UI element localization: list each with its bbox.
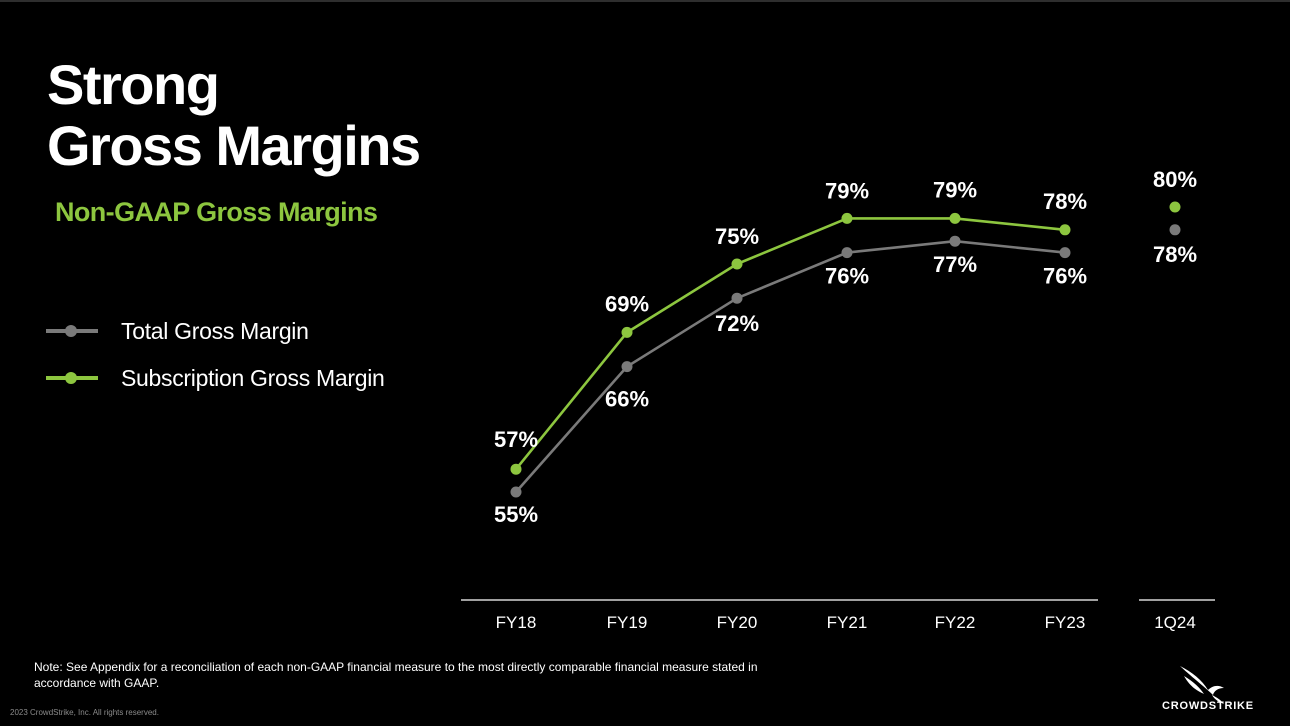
x-tick-label: 1Q24: [1154, 613, 1196, 632]
data-label-total: 76%: [825, 264, 869, 289]
x-tick-label: FY23: [1045, 613, 1086, 632]
series-line-total: [515, 239, 1066, 493]
data-point-total: [621, 361, 633, 373]
data-label-subscription: 57%: [494, 427, 538, 452]
data-label-subscription: 69%: [605, 291, 649, 316]
data-label-subscription: 79%: [825, 178, 869, 203]
data-label-total: 77%: [933, 252, 977, 277]
data-point-total: [1059, 247, 1071, 259]
slide-title: Strong Gross Margins: [47, 54, 507, 176]
copyright-text: 2023 CrowdStrike, Inc. All rights reserv…: [10, 708, 159, 717]
data-label-total: 72%: [715, 311, 759, 336]
data-point-subscription: [510, 463, 522, 475]
x-tick-label: FY22: [935, 613, 976, 632]
data-point-total: [731, 292, 743, 304]
series-line-subscription: [514, 217, 1066, 471]
legend-dot-total: [65, 325, 77, 337]
data-point-subscription: [841, 212, 853, 224]
data-label-total: 55%: [494, 502, 538, 527]
legend-swatch-subscription: [46, 371, 98, 385]
data-label-total: 78%: [1153, 242, 1197, 267]
data-label-subscription: 80%: [1153, 167, 1197, 192]
slide-subtitle: Non-GAAP Gross Margins: [55, 197, 378, 227]
data-label-subscription: 79%: [933, 177, 977, 202]
data-point-subscription: [1059, 224, 1071, 236]
top-rule: [0, 0, 1290, 2]
x-tick-label: FY19: [607, 613, 648, 632]
legend-label-subscription: Subscription Gross Margin: [121, 365, 385, 391]
data-point-subscription: [621, 326, 633, 338]
data-label-subscription: 78%: [1043, 189, 1087, 214]
x-tick-label: FY18: [496, 613, 537, 632]
x-tick-label: FY20: [717, 613, 758, 632]
title-line-1: Strong: [47, 53, 220, 116]
legend-dot-subscription: [65, 372, 77, 384]
data-point-total: [841, 247, 853, 259]
data-label-subscription: 75%: [715, 224, 759, 249]
x-tick-label: FY21: [827, 613, 868, 632]
logo-wordmark: CROWDSTRIKE: [1162, 700, 1254, 712]
footnote: Note: See Appendix for a reconciliation …: [34, 660, 758, 690]
data-point-subscription: [949, 212, 961, 224]
data-label-total: 76%: [1043, 264, 1087, 289]
legend-swatch-total: [46, 324, 98, 338]
crowdstrike-logo: CROWDSTRIKE: [1158, 664, 1258, 714]
legend-label-total: Total Gross Margin: [121, 318, 309, 344]
data-point-total: [510, 486, 522, 498]
data-label-total: 66%: [605, 387, 649, 412]
falcon-icon: [1180, 666, 1224, 704]
data-point-subscription: [731, 258, 743, 270]
data-point-total: [949, 235, 961, 247]
data-point-subscription: [1169, 201, 1181, 213]
title-line-2: Gross Margins: [47, 114, 421, 177]
data-point-total: [1169, 224, 1181, 236]
